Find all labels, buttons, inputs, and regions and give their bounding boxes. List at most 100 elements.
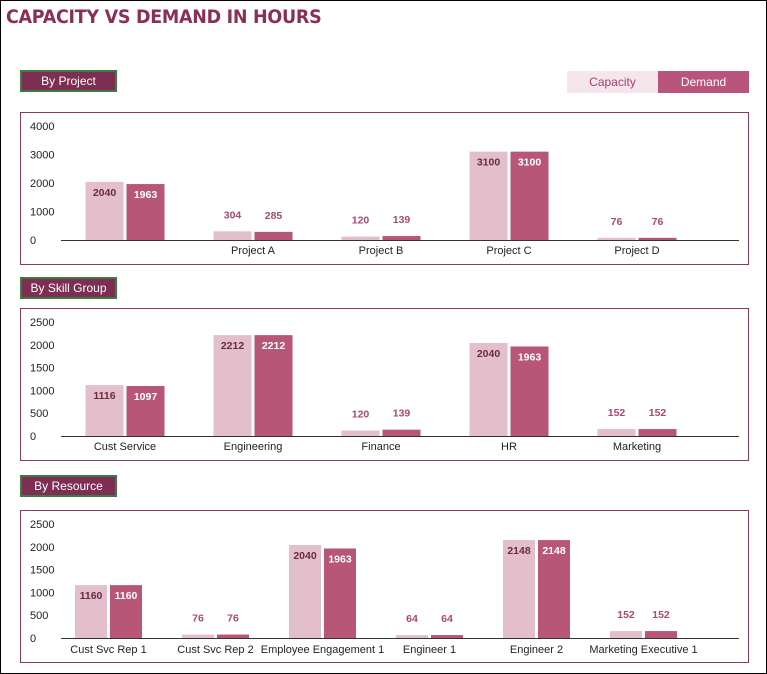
page-title: CAPACITY VS DEMAND IN HOURS xyxy=(6,6,322,28)
project-data-label: 2040 xyxy=(93,187,117,199)
legend-capacity[interactable]: Capacity xyxy=(567,71,658,93)
skill-group-y-tick: 500 xyxy=(30,408,48,420)
project-y-tick: 1000 xyxy=(30,207,54,219)
project-bar-demand[interactable] xyxy=(254,231,293,240)
resource-bar-capacity[interactable] xyxy=(182,634,214,638)
skill-group-bar-demand[interactable] xyxy=(254,335,293,436)
project-data-label: 285 xyxy=(265,210,283,222)
skill-group-bar-demand[interactable] xyxy=(510,346,549,436)
resource-data-label: 152 xyxy=(617,609,635,621)
project-bar-demand[interactable] xyxy=(510,151,549,240)
resource-bar-demand[interactable] xyxy=(324,548,356,638)
resource-category-label: Cust Svc Rep 1 xyxy=(70,644,146,656)
project-category-label: Project C xyxy=(486,245,531,257)
project-data-label: 76 xyxy=(652,216,664,228)
skill-group-bar-capacity[interactable] xyxy=(597,429,636,436)
project-data-label: 3100 xyxy=(518,157,542,169)
resource-chart: 0 500 1000 1500 2000 2500 1160 1160 Cust Svc Rep… xyxy=(30,519,739,656)
project-category-label: Project A xyxy=(231,245,276,257)
project-bar-capacity[interactable] xyxy=(469,151,508,240)
resource-data-label: 2040 xyxy=(293,550,317,562)
skill-group-bar-capacity[interactable] xyxy=(85,385,124,436)
skill-group-chart: 0 500 1000 1500 2000 2500 1116 1097 Cust Service… xyxy=(30,317,739,453)
resource-y-tick: 1500 xyxy=(30,565,54,577)
skill-group-category-label: Cust Service xyxy=(94,441,156,453)
resource-bar-demand[interactable] xyxy=(110,585,142,638)
skill-group-data-label: 2212 xyxy=(262,340,286,352)
skill-group-bar-demand[interactable] xyxy=(382,429,421,436)
skill-group-category-label: Marketing xyxy=(613,441,661,453)
resource-bar-demand[interactable] xyxy=(217,634,249,638)
resource-category-label: Engineer 2 xyxy=(510,644,563,656)
skill-group-y-tick: 0 xyxy=(30,431,36,443)
resource-bar-capacity[interactable] xyxy=(503,540,535,638)
by-resource-button[interactable]: By Resource xyxy=(20,475,117,497)
skill-group-data-label: 2212 xyxy=(221,340,245,352)
resource-data-label: 1160 xyxy=(115,590,138,602)
resource-category-label: Employee Engagement 1 xyxy=(261,644,385,656)
skill-group-data-label: 1963 xyxy=(518,351,542,363)
skill-group-data-label: 139 xyxy=(393,408,411,420)
project-y-tick: 4000 xyxy=(30,121,54,133)
resource-y-tick: 500 xyxy=(30,610,48,622)
project-chart-panel: 0 1000 2000 3000 4000 2040 1963 304 285 Project A… xyxy=(20,112,749,265)
project-bar-capacity[interactable] xyxy=(85,181,124,240)
resource-data-label: 2148 xyxy=(507,545,531,557)
skill-group-y-tick: 2000 xyxy=(30,340,54,352)
skill-group-bar-capacity[interactable] xyxy=(341,430,380,436)
project-bar-demand[interactable] xyxy=(638,237,677,240)
resource-data-label: 1160 xyxy=(80,590,103,602)
skill-group-bar-demand[interactable] xyxy=(638,429,677,436)
project-bar-capacity[interactable] xyxy=(597,237,636,240)
resource-bar-capacity[interactable] xyxy=(75,585,107,638)
resource-data-label: 76 xyxy=(192,613,204,625)
resource-bar-demand[interactable] xyxy=(538,540,570,638)
project-data-label: 120 xyxy=(352,215,370,227)
resource-bar-capacity[interactable] xyxy=(610,631,642,638)
project-bar-capacity[interactable] xyxy=(213,231,252,240)
skill-group-data-label: 120 xyxy=(352,409,370,421)
skill-group-data-label: 152 xyxy=(649,407,667,419)
resource-y-tick: 0 xyxy=(30,633,36,645)
project-chart: 0 1000 2000 3000 4000 2040 1963 304 285 Project A… xyxy=(30,121,739,257)
skill-group-category-label: Engineering xyxy=(224,441,283,453)
resource-category-label: Marketing Executive 1 xyxy=(589,644,697,656)
resource-bar-capacity[interactable] xyxy=(396,635,428,638)
resource-data-label: 2148 xyxy=(542,545,566,557)
resource-chart-panel: 0 500 1000 1500 2000 2500 1160 1160 Cust Svc Rep… xyxy=(20,510,749,663)
project-y-tick: 2000 xyxy=(30,178,54,190)
project-bar-demand[interactable] xyxy=(382,236,421,240)
skill-group-data-label: 2040 xyxy=(477,348,501,360)
project-bar-demand[interactable] xyxy=(126,184,165,240)
legend-demand[interactable]: Demand xyxy=(658,71,749,93)
resource-bar-demand[interactable] xyxy=(431,635,463,638)
resource-category-label: Engineer 1 xyxy=(403,644,456,656)
resource-data-label: 76 xyxy=(227,613,239,625)
resource-data-label: 152 xyxy=(652,609,670,621)
resource-data-label: 64 xyxy=(441,613,453,625)
resource-bar-capacity[interactable] xyxy=(289,544,321,638)
project-data-label: 1963 xyxy=(134,189,158,201)
resource-data-label: 1963 xyxy=(328,553,352,565)
by-project-button[interactable]: By Project xyxy=(20,70,117,92)
skill-group-category-label: Finance xyxy=(361,441,400,453)
resource-data-label: 64 xyxy=(406,613,418,625)
project-data-label: 76 xyxy=(611,216,623,228)
resource-bar-demand[interactable] xyxy=(645,631,677,638)
project-y-tick: 3000 xyxy=(30,150,54,162)
skill-group-bar-demand[interactable] xyxy=(126,385,165,436)
skill-group-y-tick: 1500 xyxy=(30,363,54,375)
by-skill-group-button[interactable]: By Skill Group xyxy=(20,277,117,299)
resource-category-label: Cust Svc Rep 2 xyxy=(177,644,253,656)
skill-group-bar-capacity[interactable] xyxy=(213,335,252,436)
skill-group-y-tick: 1000 xyxy=(30,385,54,397)
project-data-label: 304 xyxy=(224,209,242,221)
project-bar-capacity[interactable] xyxy=(341,236,380,240)
skill-group-chart-panel: 0 500 1000 1500 2000 2500 1116 1097 Cust Service… xyxy=(20,308,749,461)
project-data-label: 3100 xyxy=(477,157,501,169)
skill-group-bar-capacity[interactable] xyxy=(469,342,508,436)
skill-group-category-label: HR xyxy=(501,441,517,453)
project-y-tick: 0 xyxy=(30,235,36,247)
skill-group-data-label: 1116 xyxy=(93,390,115,402)
skill-group-data-label: 152 xyxy=(608,407,626,419)
